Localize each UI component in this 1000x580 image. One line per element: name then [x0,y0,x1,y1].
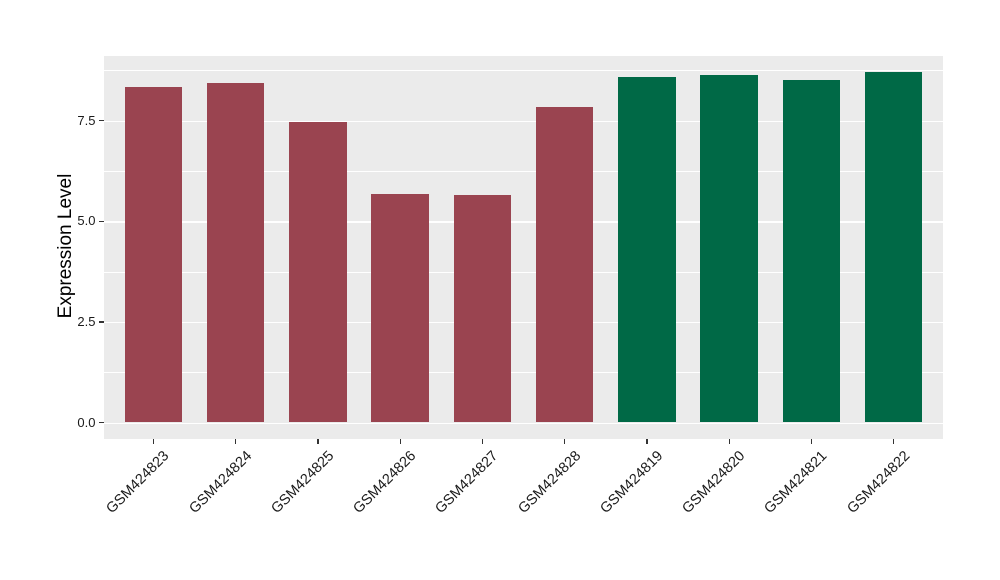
y-tick-label: 5.0 [77,213,96,229]
gridline-minor [104,171,943,172]
x-axis-tick [810,439,813,444]
bar-GSM424824 [206,82,265,423]
y-axis-title: Expression Level [55,173,76,319]
gridline-minor [104,372,943,373]
bar-GSM424820 [700,75,758,423]
gridline-major [104,221,943,223]
x-axis-tick [235,439,237,444]
x-axis-tick [399,439,401,444]
x-axis-tick [564,439,566,444]
x-axis-tick [728,439,730,444]
y-axis-tick [98,220,104,222]
plot-panel [104,56,943,439]
x-axis-tick [893,439,895,444]
gridline-major [104,422,943,424]
x-axis-tick [152,439,155,444]
x-axis-tick [481,439,484,444]
y-tick-label: 7.5 [77,112,96,128]
bar-GSM424825 [289,121,347,423]
y-axis-tick [98,120,104,122]
y-axis-tick [98,421,104,424]
y-axis-tick [98,321,104,323]
y-tick-label: 0.0 [77,414,96,430]
bar-GSM424826 [371,193,429,423]
bar-GSM424823 [124,87,183,423]
bar-GSM424822 [864,72,923,423]
y-tick-label: 2.5 [77,313,96,329]
bar-GSM424828 [535,107,594,423]
bar-GSM424827 [453,195,512,423]
gridline-major [104,321,943,324]
gridline-minor [104,70,943,72]
gridline-minor [104,271,943,273]
bar-GSM424819 [618,76,676,423]
x-axis-tick [646,439,648,444]
x-tick-label: GSM424822 [844,447,913,517]
bar-GSM424821 [782,80,841,423]
x-axis-tick [317,439,319,444]
gridline-major [104,120,943,123]
